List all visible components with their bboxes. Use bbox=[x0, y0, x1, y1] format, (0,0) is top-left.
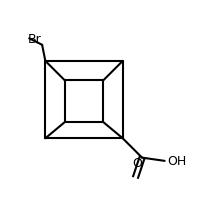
Text: Br: Br bbox=[28, 33, 41, 46]
Text: OH: OH bbox=[167, 155, 186, 168]
Text: O: O bbox=[132, 157, 142, 170]
